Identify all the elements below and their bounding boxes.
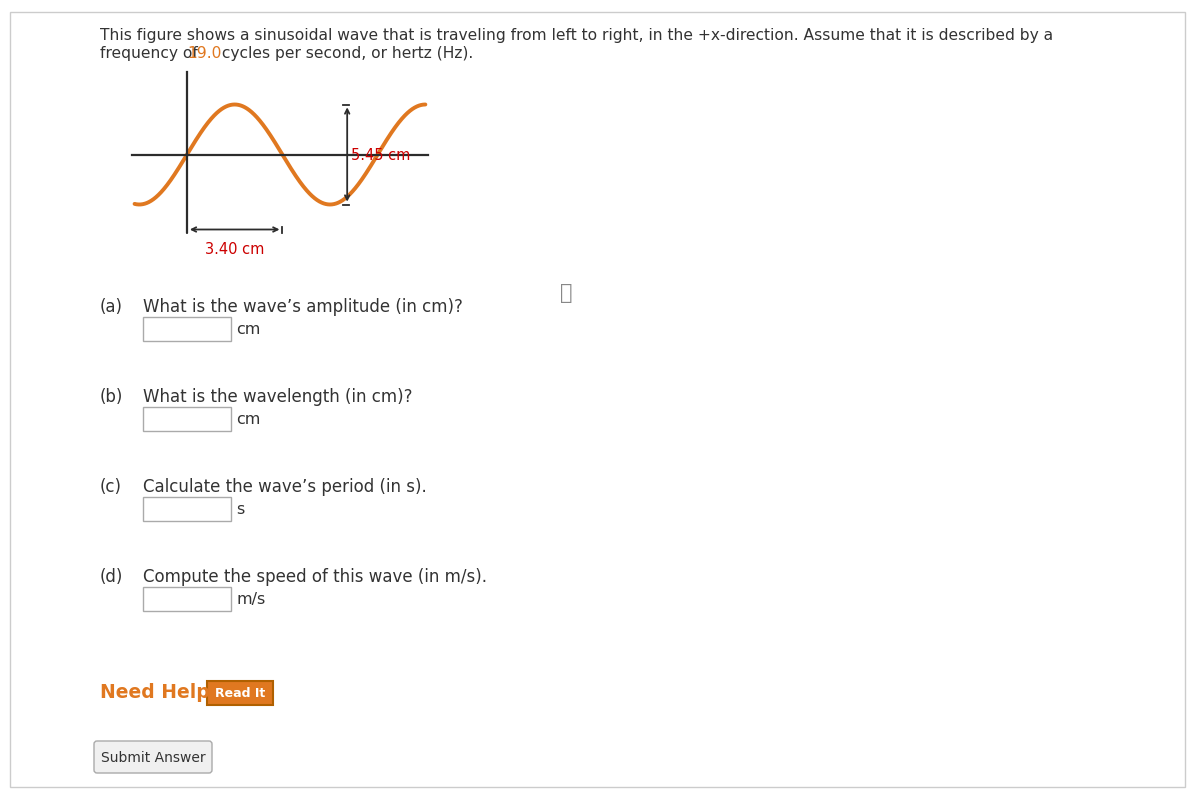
Text: (c): (c) — [100, 477, 122, 496]
Text: Calculate the wave’s period (in s).: Calculate the wave’s period (in s). — [143, 477, 427, 496]
Text: What is the wavelength (in cm)?: What is the wavelength (in cm)? — [143, 387, 413, 406]
Text: Compute the speed of this wave (in m/s).: Compute the speed of this wave (in m/s). — [143, 567, 487, 585]
Text: frequency of: frequency of — [100, 46, 203, 61]
Text: This figure shows a sinusoidal wave that is traveling from left to right, in the: This figure shows a sinusoidal wave that… — [100, 28, 1054, 43]
Text: m/s: m/s — [236, 592, 265, 607]
Text: s: s — [236, 502, 245, 516]
FancyBboxPatch shape — [208, 681, 274, 705]
Text: cycles per second, or hertz (Hz).: cycles per second, or hertz (Hz). — [217, 46, 473, 61]
Text: What is the wave’s amplitude (in cm)?: What is the wave’s amplitude (in cm)? — [143, 298, 463, 316]
FancyBboxPatch shape — [94, 741, 212, 773]
FancyBboxPatch shape — [143, 318, 230, 342]
FancyBboxPatch shape — [143, 587, 230, 611]
Text: (a): (a) — [100, 298, 124, 316]
Text: Read It: Read It — [215, 687, 265, 699]
Text: (d): (d) — [100, 567, 124, 585]
Text: 5.45 cm: 5.45 cm — [350, 148, 410, 163]
Text: 3.40 cm: 3.40 cm — [205, 241, 264, 256]
Text: 19.0: 19.0 — [187, 46, 221, 61]
Text: cm: cm — [236, 322, 260, 337]
Text: ⓘ: ⓘ — [560, 282, 572, 302]
Text: Submit Answer: Submit Answer — [101, 750, 205, 764]
Text: (b): (b) — [100, 387, 124, 406]
FancyBboxPatch shape — [143, 497, 230, 521]
Text: Need Help?: Need Help? — [100, 683, 221, 701]
FancyBboxPatch shape — [143, 407, 230, 431]
Text: cm: cm — [236, 412, 260, 427]
